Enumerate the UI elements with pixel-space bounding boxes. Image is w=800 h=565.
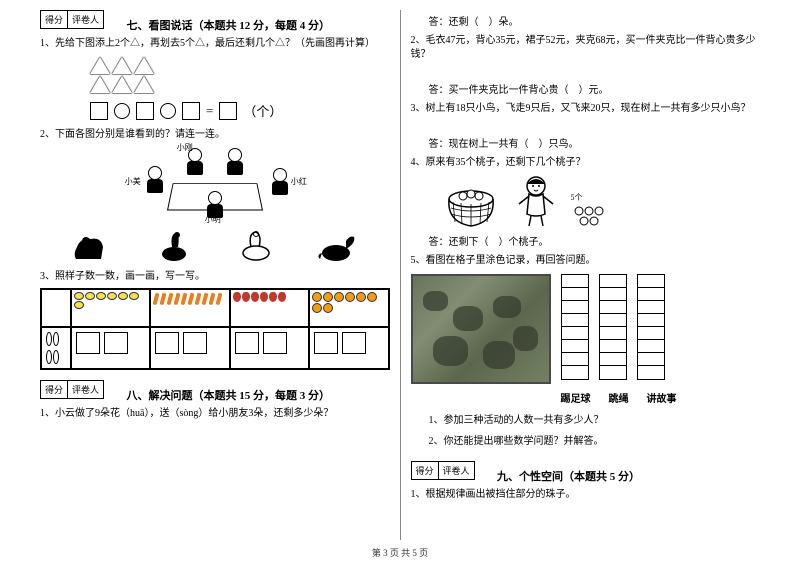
answer-4: 答：还剩下（ ）个桃子。	[429, 233, 761, 248]
score-label: 得分	[41, 381, 68, 398]
dino-icon	[236, 229, 276, 264]
grader-label: 评卷人	[68, 11, 103, 28]
section-7-header: 得分 评卷人 七、看图说话（本题共 12 分，每题 4 分）	[40, 10, 390, 33]
q9-1-text: 1、根据规律画出被挡住部分的珠子。	[411, 488, 761, 502]
name-xiaohong: 小红	[291, 176, 307, 187]
section-8-title: 八、解决问题（本题共 15 分，每题 3 分）	[127, 387, 331, 403]
q7-2-text: 2、下面各图分别是谁看到的？请连一连。	[40, 128, 390, 142]
fruit-table	[40, 288, 390, 370]
dino-icon	[318, 229, 358, 264]
activity-figure	[411, 274, 761, 384]
section-9-header: 得分 评卷人 九、个性空间（本题共 5 分）	[411, 461, 761, 484]
dino-icon	[154, 229, 194, 264]
tally-column-story	[637, 274, 665, 380]
boy-icon	[511, 174, 561, 229]
answer-1: 答：还剩（ ）朵。	[429, 13, 761, 28]
q8-4-text: 4、原来有35个桃子，还剩下几个桃子？	[411, 156, 761, 170]
strawberry-cell	[230, 289, 309, 327]
equation-row: = （个）	[90, 101, 390, 120]
page: 得分 评卷人 七、看图说话（本题共 12 分，每题 4 分） 1、先给下图添上2…	[0, 0, 800, 540]
name-xiaomei: 小美	[125, 176, 141, 187]
score-box: 得分 评卷人	[411, 461, 475, 480]
right-column: 答：还剩（ ）朵。 2、毛衣47元，背心35元，裙子52元，夹克68元，买一件夹…	[401, 10, 771, 540]
label-story: 讲故事	[647, 390, 677, 405]
blank-circle	[160, 103, 176, 119]
kid-xiaohong	[270, 168, 290, 198]
lemon-cell	[71, 289, 150, 327]
tally-cell	[230, 327, 309, 369]
dino-row	[50, 229, 380, 264]
triangle-icon	[90, 76, 110, 93]
grader-label: 评卷人	[439, 462, 474, 479]
q8-2-text: 2、毛衣47元，背心35元，裙子52元，夹克68元，买一件夹克比一件背心贵多少钱…	[411, 34, 761, 62]
triangle-icon	[112, 57, 132, 74]
name-xiaoming: 小明	[205, 214, 221, 225]
sample-icon-cell	[41, 327, 71, 369]
q7-3-text: 3、照样子数一数，画一画，写一写。	[40, 270, 390, 284]
page-footer: 第 3 页 共 5 页	[0, 546, 800, 559]
peach-count-label: 5个	[571, 192, 611, 203]
section-8-header: 得分 评卷人 八、解决问题（本题共 15 分，每题 3 分）	[40, 380, 390, 403]
tally-cell	[309, 327, 388, 369]
triangle-icon	[134, 76, 154, 93]
unit-label: （个）	[243, 101, 282, 120]
q8-3-text: 3、树上有18只小鸟，飞走9只后，又飞来20只，现在树上一共有多少只小鸟？	[411, 102, 761, 116]
q8-1-text: 1、小云做了9朵花（huā），送（sòng）给小朋友3朵，还剩多少朵？	[40, 407, 390, 421]
answer-2: 答：买一件夹克比一件背心贵（ ）元。	[429, 81, 761, 96]
tally-column-football	[561, 274, 589, 380]
triangle-figure	[90, 57, 390, 93]
peach-figure: 5个	[441, 174, 761, 229]
blank-square	[90, 102, 108, 120]
score-label: 得分	[41, 11, 68, 28]
dino-icon	[71, 229, 111, 264]
basket-icon	[441, 184, 501, 229]
triangle-icon	[90, 57, 110, 74]
peach-count: 5个	[571, 192, 611, 229]
answer-3: 答：现在树上一共有（ ）只鸟。	[429, 135, 761, 150]
kids-table-figure: 小美 小刚 小红 小明	[115, 146, 315, 221]
score-box: 得分 评卷人	[40, 380, 104, 399]
equals-sign: =	[206, 103, 213, 119]
left-column: 得分 评卷人 七、看图说话（本题共 12 分，每题 4 分） 1、先给下图添上2…	[30, 10, 401, 540]
triangle-icon	[134, 57, 154, 74]
carrot-cell	[150, 289, 229, 327]
orange-cell	[309, 289, 388, 327]
q8-5-sub1: 1、参加三种活动的人数一共有多少人？	[429, 411, 761, 426]
kid-kid3	[225, 148, 245, 178]
kid-xiaomei	[145, 166, 165, 196]
triangle-icon	[112, 76, 132, 93]
label-rope: 跳绳	[609, 390, 629, 405]
blank-square	[136, 102, 154, 120]
activity-photo	[411, 274, 551, 384]
blank-circle	[114, 103, 130, 119]
tally-cell	[71, 327, 150, 369]
section-9-title: 九、个性空间（本题共 5 分）	[497, 468, 640, 484]
q8-5-sub2: 2、你还能提出哪些数学问题？并解答。	[429, 432, 761, 447]
name-xiaogang: 小刚	[177, 142, 193, 153]
label-football: 踢足球	[561, 390, 591, 405]
fruit-header-blank	[41, 289, 71, 327]
blank-square	[219, 102, 237, 120]
tally-cell	[150, 327, 229, 369]
q8-5-text: 5、看图在格子里涂色记录，再回答问题。	[411, 254, 761, 268]
blank-square	[182, 102, 200, 120]
score-box: 得分 评卷人	[40, 10, 104, 29]
section-7-title: 七、看图说话（本题共 12 分，每题 4 分）	[127, 17, 331, 33]
score-label: 得分	[412, 462, 439, 479]
activity-labels: 踢足球 跳绳 讲故事	[561, 390, 761, 405]
q7-1-text: 1、先给下图添上2个△，再划去5个△，最后还剩几个△？（先画图再计算）	[40, 37, 390, 51]
grader-label: 评卷人	[68, 381, 103, 398]
tally-column-rope	[599, 274, 627, 380]
